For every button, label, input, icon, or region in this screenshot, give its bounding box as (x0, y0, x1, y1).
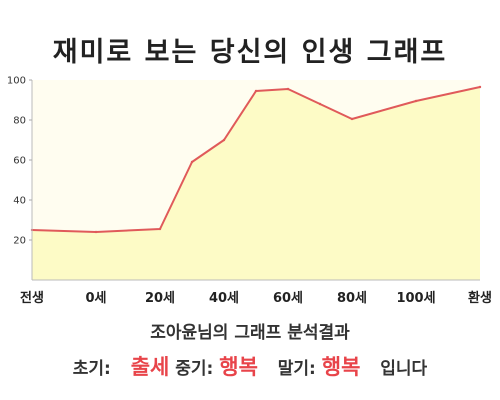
x-tick-label-7: 환생 (468, 290, 492, 306)
ending-text: 입니다 (380, 359, 428, 379)
analysis-result: 초기: 출세 중기: 행복 말기: 행복 입니다 (0, 351, 500, 381)
data-point-3 (190, 160, 194, 164)
chart-title: 재미로 보는 당신의 인생 그래프 (52, 37, 448, 68)
early-label: 초기: (72, 359, 111, 379)
mid-value: 행복 (219, 355, 258, 379)
x-tick-label-1: 0세 (85, 291, 106, 306)
data-point-9 (414, 99, 418, 103)
y-tick-label-80: 80 (13, 116, 26, 127)
x-tick-label-2: 20세 (145, 291, 175, 306)
y-tick-label-100: 100 (7, 76, 26, 87)
data-point-2 (158, 227, 162, 231)
data-point-5 (254, 89, 258, 93)
y-tick-label-60: 60 (13, 156, 26, 167)
data-point-1 (94, 230, 98, 234)
y-tick-label-40: 40 (13, 196, 26, 207)
area-fill (32, 87, 480, 280)
data-point-6 (286, 87, 290, 91)
x-tick-label-3: 40세 (209, 291, 239, 306)
data-point-8 (350, 117, 354, 121)
early-value: 출세 (130, 355, 170, 379)
y-tick-label-20: 20 (13, 236, 26, 247)
data-point-10 (478, 85, 482, 89)
data-point-4 (222, 138, 226, 142)
x-tick-label-4: 60세 (273, 291, 303, 306)
data-point-7 (318, 102, 322, 106)
late-value: 행복 (321, 355, 361, 379)
mid-label: 중기: (175, 359, 214, 379)
x-tick-label-5: 80세 (337, 291, 367, 306)
x-tick-label-0: 전생 (20, 290, 44, 306)
analysis-heading: 조아윤님의 그래프 분석결과 (150, 323, 350, 343)
late-label: 말기: (277, 359, 316, 379)
x-tick-label-6: 100세 (396, 291, 435, 306)
